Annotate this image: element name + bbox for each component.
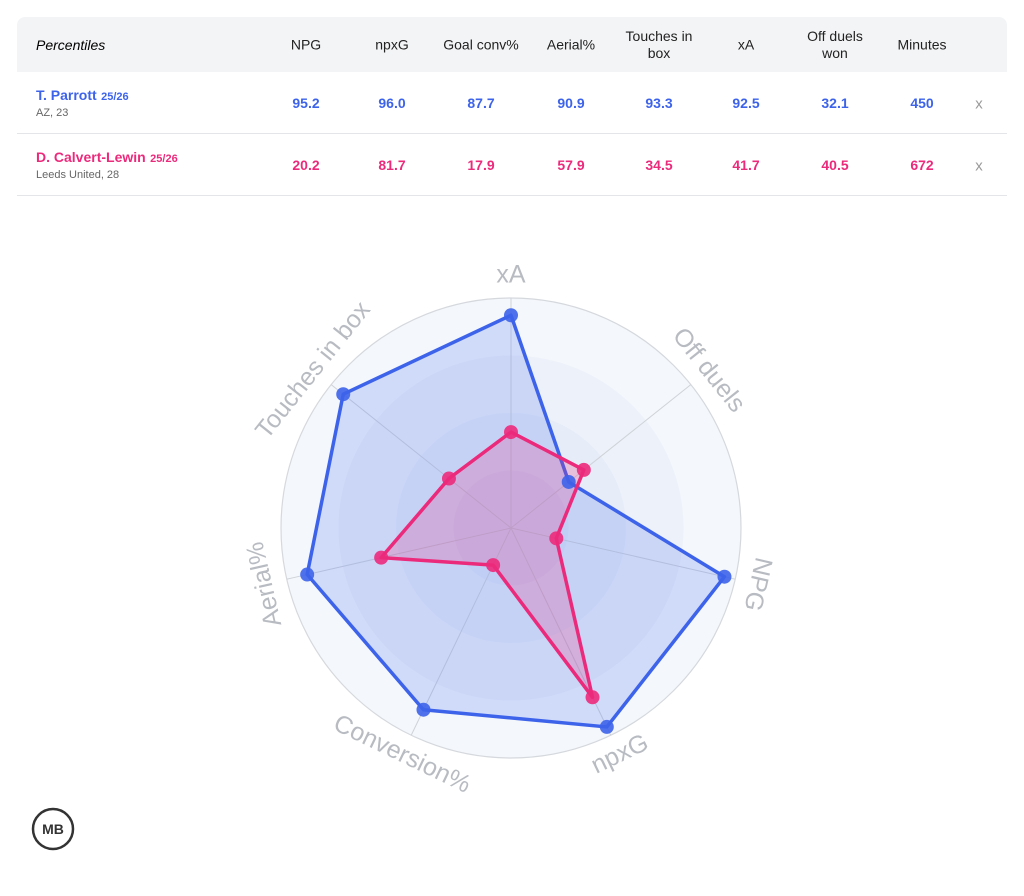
remove-button[interactable]: x — [975, 95, 983, 113]
axis-label: xA — [496, 261, 526, 289]
player-row: T. Parrott 25/26 AZ, 23 95.2 96.0 87.7 90.9 93… — [17, 72, 1007, 134]
axis-label: npxG — [587, 728, 653, 779]
value-cell: 95.2 — [292, 94, 320, 111]
value-cell: 81.7 — [378, 156, 406, 173]
axis-label: Off duels — [667, 322, 751, 417]
axis-spoke — [510, 527, 612, 736]
axis-spoke — [510, 527, 736, 580]
data-point — [486, 558, 501, 573]
value-cell: 450 — [910, 94, 934, 111]
axis-spoke — [286, 527, 512, 580]
data-point — [576, 462, 591, 477]
header-cell: Goal conv% — [443, 36, 519, 52]
header-cell: Aerial% — [546, 36, 596, 52]
header-cell: Off duels won — [807, 27, 863, 61]
data-point — [549, 531, 564, 546]
axis-spoke — [510, 384, 692, 529]
data-point — [504, 308, 518, 323]
series-area — [305, 313, 727, 729]
header-cell: Percentiles — [36, 36, 106, 53]
axis-spoke — [410, 527, 512, 736]
grid-ring — [396, 413, 626, 643]
axis-label: Touches in box — [250, 296, 376, 444]
data-point — [336, 387, 351, 402]
data-point — [599, 719, 614, 734]
axis-label: Conversion% — [329, 709, 475, 799]
value-cell: 93.3 — [645, 94, 673, 111]
value-cell: 57.9 — [557, 156, 585, 173]
value-cell: 32.1 — [821, 94, 849, 111]
player-name: T. Parrott — [36, 86, 97, 103]
value-cell: 96.0 — [378, 94, 406, 111]
player-name: D. Calvert-Lewin — [36, 148, 146, 165]
value-cell: 92.5 — [732, 94, 760, 111]
data-point — [561, 474, 576, 489]
data-point — [300, 567, 315, 582]
data-point — [504, 425, 518, 440]
player-line: D. Calvert-Lewin 25/26 — [36, 149, 178, 167]
player-cell: D. Calvert-Lewin 25/26 Leeds United, 28 — [36, 149, 178, 181]
header-cell: npxG — [375, 36, 409, 52]
header-cell: xA — [737, 36, 755, 52]
value-cell: 40.5 — [821, 156, 849, 173]
season: 25/26 — [150, 152, 178, 165]
header-cell: Touches in box — [625, 27, 693, 61]
table-header: Percentiles NPG npxG Goal conv% Aerial% Touch… — [17, 17, 1007, 72]
value-cell: 34.5 — [645, 156, 673, 173]
season: 25/26 — [101, 90, 129, 103]
axis-label: NPG — [738, 555, 777, 614]
logo: MB — [42, 821, 64, 837]
data-point — [717, 569, 732, 584]
player-info: AZ, 23 — [36, 106, 69, 119]
axis-spoke — [330, 384, 512, 529]
header-cell: Minutes — [897, 36, 947, 52]
player-info: Leeds United, 28 — [36, 168, 120, 181]
axis-label: Aerial% — [241, 539, 287, 629]
value-cell: 41.7 — [732, 156, 760, 173]
logo-ring — [31, 807, 75, 851]
grid-ring — [338, 355, 684, 701]
value-cell: 87.7 — [467, 94, 495, 111]
player-line: T. Parrott 25/26 — [36, 87, 129, 105]
grid-ring — [280, 297, 742, 759]
data-point — [416, 702, 431, 717]
player-row: D. Calvert-Lewin 25/26 Leeds United, 28 20… — [17, 134, 1007, 196]
data-point — [585, 690, 600, 705]
value-cell: 20.2 — [292, 156, 320, 173]
data-point — [374, 550, 389, 565]
value-cell: 17.9 — [467, 156, 495, 173]
player-cell: T. Parrott 25/26 AZ, 23 — [36, 87, 129, 119]
remove-button[interactable]: x — [975, 157, 983, 175]
series-area — [379, 430, 595, 700]
value-cell: 672 — [910, 156, 934, 173]
value-cell: 90.9 — [557, 94, 585, 111]
grid-ring — [453, 470, 569, 586]
header-cell: NPG — [290, 36, 322, 52]
comparison-table: Percentiles NPG npxG Goal conv% Aerial% Touch… — [17, 17, 1007, 196]
data-point — [441, 471, 456, 486]
